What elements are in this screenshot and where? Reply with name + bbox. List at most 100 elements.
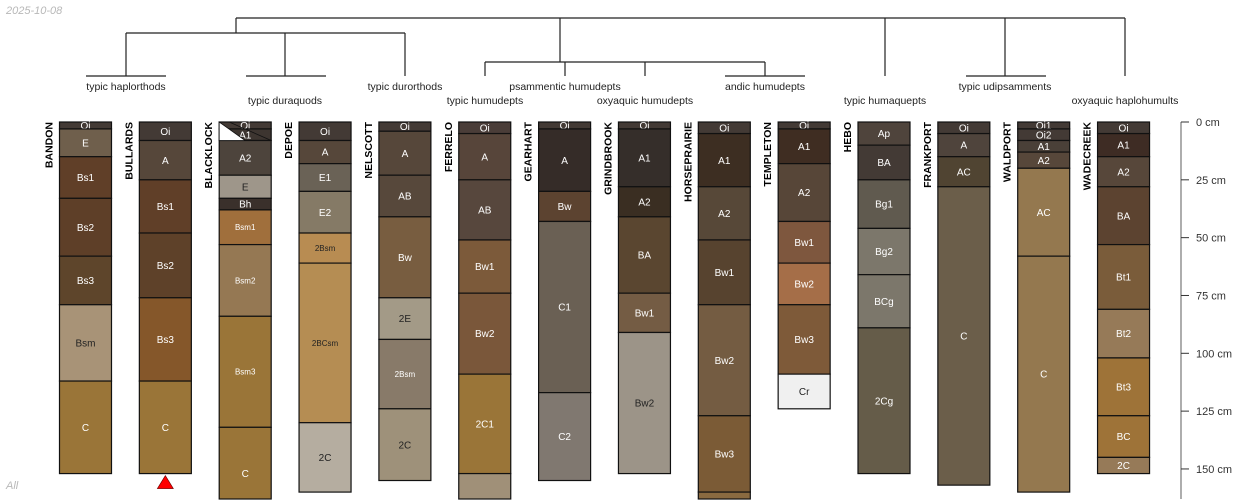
horizon-label: E	[82, 138, 89, 149]
horizon	[937, 156, 991, 188]
horizon	[537, 128, 592, 192]
horizon-label: A2	[1117, 167, 1130, 178]
profile-wadecreek: Oi A1 A2 BA Bt1 Bt2 Bt3 BC 2C WADECREEK	[1082, 121, 1151, 475]
horizon	[458, 132, 512, 181]
horizon-label: 2Bsm	[395, 370, 416, 379]
horizon	[857, 327, 911, 475]
horizon-label: Bsm1	[235, 223, 256, 232]
horizon	[138, 232, 192, 299]
horizon-label: Bs2	[157, 261, 175, 272]
horizon-label: A1	[638, 153, 651, 164]
horizon-label: Oi	[240, 121, 250, 132]
horizon	[1096, 243, 1151, 310]
profile-name: GEARHART	[523, 121, 535, 181]
horizon	[777, 373, 831, 410]
horizon-label: Bw	[558, 202, 573, 213]
horizon	[378, 338, 432, 410]
horizon-label: Oi	[639, 121, 649, 132]
profile-name: WADECREEK	[1082, 122, 1094, 191]
taxon-label: typic humudepts	[447, 95, 523, 107]
horizon	[857, 179, 911, 229]
horizon	[697, 239, 751, 306]
horizon-label: Oi	[1119, 123, 1129, 134]
profile-bullards: Oi A Bs1 Bs2 Bs3 C BULLARDS	[123, 121, 192, 489]
horizon-label: Bt1	[1116, 273, 1131, 284]
horizon-label: Bt2	[1116, 329, 1131, 340]
horizon-label: 2Bsm	[315, 244, 336, 253]
horizon-label: Oi	[160, 127, 170, 138]
horizon-label: AC	[957, 167, 971, 178]
horizon	[58, 380, 113, 475]
horizon	[378, 130, 432, 176]
horizon-label: A2	[638, 197, 651, 208]
horizon	[58, 304, 113, 382]
horizon	[378, 174, 432, 218]
horizon-label: Oi	[719, 123, 729, 134]
horizon-label: A1	[798, 142, 811, 153]
horizon	[537, 190, 592, 223]
horizon-label: Bw1	[635, 308, 655, 319]
horizon	[378, 216, 432, 299]
profile-bandon: Oi E Bs1 Bs2 Bs3 Bsm C BANDON	[44, 121, 113, 475]
horizon	[1017, 255, 1071, 493]
horizon-label: Ap	[878, 129, 891, 140]
horizon	[458, 239, 512, 294]
profile-name: BULLARDS	[123, 122, 135, 180]
horizon-label: A	[961, 141, 968, 152]
horizon-label: C	[242, 469, 249, 480]
horizon-label: E	[242, 182, 249, 193]
horizon-label: Bs3	[157, 335, 175, 346]
profile-name: FRANKPORT	[922, 121, 934, 187]
horizon	[777, 220, 831, 264]
taxon-label: oxyaquic haplohumults	[1072, 95, 1179, 107]
horizon-label: A2	[239, 153, 252, 164]
horizon-label: Oi2	[1036, 130, 1052, 141]
horizon-label: 2C	[1117, 461, 1130, 472]
dendrogram-branches	[86, 17, 1126, 77]
horizon-label: Oi	[480, 123, 490, 134]
horizon	[58, 128, 113, 158]
horizon-label: Bs3	[77, 276, 95, 287]
profile-name: TEMPLETON	[762, 122, 774, 187]
horizon-label: Oi1	[1036, 121, 1052, 132]
horizon	[777, 128, 831, 165]
horizon-label: AB	[478, 205, 492, 216]
horizon-label: Bsm	[76, 338, 96, 349]
horizon-label: BA	[638, 251, 652, 262]
depth-tick-label: 75 cm	[1196, 290, 1226, 302]
horizon-label: A1	[1117, 141, 1130, 152]
horizon-label: Oi	[320, 127, 330, 138]
horizon-label: 2E	[399, 314, 412, 325]
horizon	[1096, 357, 1151, 417]
horizon-label: Bsm3	[235, 368, 256, 377]
horizon	[218, 426, 272, 500]
taxon-label: andic humudepts	[725, 81, 805, 93]
horizon-label: Bt3	[1116, 382, 1131, 393]
profile-frankport: Oi A AC C FRANKPORT	[922, 121, 991, 486]
horizon-label: E2	[319, 208, 332, 219]
horizon-label: Bw3	[715, 450, 735, 461]
horizon-label: Bh	[239, 200, 251, 211]
date-label: 2025-10-08	[6, 5, 63, 17]
profile-horseprairie: Oi A1 A2 Bw1 Bw2 Bw3 HORSEPRAIRIE	[682, 121, 751, 500]
horizon-label: Oi	[400, 122, 410, 133]
horizon-label: BCg	[874, 297, 893, 308]
horizon	[857, 144, 911, 181]
horizon-label: A	[481, 152, 488, 163]
horizon-label: Oi	[81, 121, 91, 132]
horizon-label: A1	[1038, 142, 1051, 153]
horizon-label: Cr	[799, 387, 810, 398]
horizon	[617, 292, 672, 334]
horizon-label: C1	[558, 303, 571, 314]
horizon	[617, 128, 672, 188]
red-triangle-icon	[156, 475, 174, 489]
horizon-label: BA	[877, 158, 891, 169]
horizon-label: A	[162, 156, 169, 167]
horizon-label: BA	[1117, 211, 1131, 222]
horizon-label: 2BCsm	[312, 339, 339, 348]
profile-name: WALDPORT	[1002, 121, 1014, 182]
horizon-label: Bw2	[635, 399, 655, 410]
horizon-label: A2	[798, 188, 811, 199]
horizon-label: Bw3	[794, 335, 814, 346]
